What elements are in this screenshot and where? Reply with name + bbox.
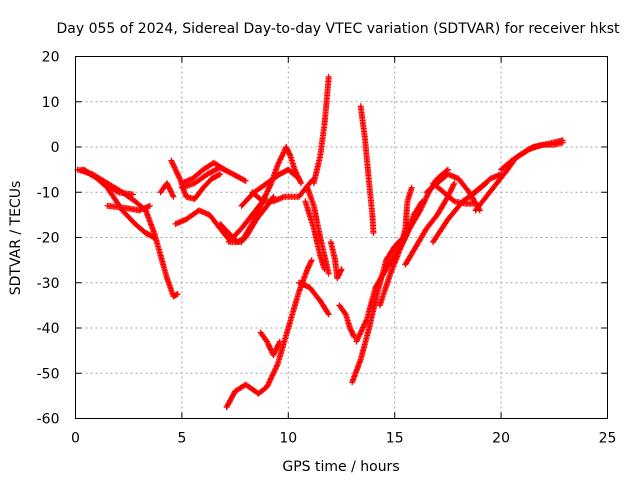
y-tick-label: -30 [37, 276, 60, 292]
x-tick-label: 0 [71, 431, 80, 447]
series-trace-31 [466, 171, 505, 200]
series-trace-11 [225, 144, 305, 246]
series-trace-13 [249, 175, 317, 205]
y-tick-label: 20 [42, 50, 60, 66]
series-markers [327, 239, 345, 282]
y-tick-label: 10 [42, 95, 60, 111]
series-markers [78, 166, 158, 241]
series-trace-18 [302, 198, 328, 273]
series-markers [257, 329, 283, 359]
series-trace-15 [257, 329, 283, 359]
x-tick-label: 15 [386, 431, 404, 447]
y-tick-label: -60 [37, 412, 60, 428]
series-markers [336, 302, 358, 341]
series-trace-8 [178, 164, 249, 191]
series-trace-5 [157, 180, 177, 200]
y-tick-label: -20 [37, 231, 60, 247]
series-markers [302, 198, 328, 273]
x-tick-label: 20 [492, 431, 510, 447]
chart-title: Day 055 of 2024, Sidereal Day-to-day VTE… [57, 21, 620, 37]
y-tick-label: 0 [51, 140, 60, 156]
series-trace-3 [81, 166, 136, 198]
y-tick-label: -50 [37, 366, 60, 382]
series-markers [178, 164, 249, 191]
series-markers [249, 175, 317, 205]
series-markers [504, 137, 566, 169]
series-markers [402, 180, 458, 268]
series-trace-26 [398, 184, 415, 250]
series-trace-22 [357, 103, 377, 236]
grid-lines [75, 56, 608, 419]
x-tick-label: 5 [177, 431, 186, 447]
series-markers [310, 73, 332, 187]
x-axis-label: GPS time / hours [282, 459, 399, 475]
series-markers [157, 180, 177, 200]
series-markers [295, 279, 332, 318]
series-trace-2 [78, 166, 158, 241]
series-trace-34 [504, 137, 566, 169]
y-axis-label: SDTVAR / TECUs [8, 181, 24, 296]
series-markers [223, 257, 315, 411]
series-markers [466, 171, 505, 200]
x-tick-label: 25 [599, 431, 617, 447]
series-markers [225, 144, 305, 246]
series-trace-19 [295, 279, 332, 318]
plot-frame [75, 56, 608, 419]
series-trace-21 [336, 302, 358, 341]
series-markers [304, 184, 332, 277]
series-markers [357, 103, 377, 236]
series-markers [104, 202, 153, 214]
data-series [74, 73, 566, 411]
x-tick-label: 10 [279, 431, 297, 447]
series-markers [398, 184, 415, 250]
series-trace-4 [104, 202, 153, 214]
series-trace-14 [223, 257, 315, 411]
series-trace-27 [402, 180, 458, 268]
series-trace-20 [327, 239, 345, 282]
series-trace-16 [310, 73, 332, 187]
y-tick-label: -10 [37, 185, 60, 201]
series-trace-17 [304, 184, 332, 277]
series-markers [81, 166, 136, 198]
y-tick-label: -40 [37, 321, 60, 337]
